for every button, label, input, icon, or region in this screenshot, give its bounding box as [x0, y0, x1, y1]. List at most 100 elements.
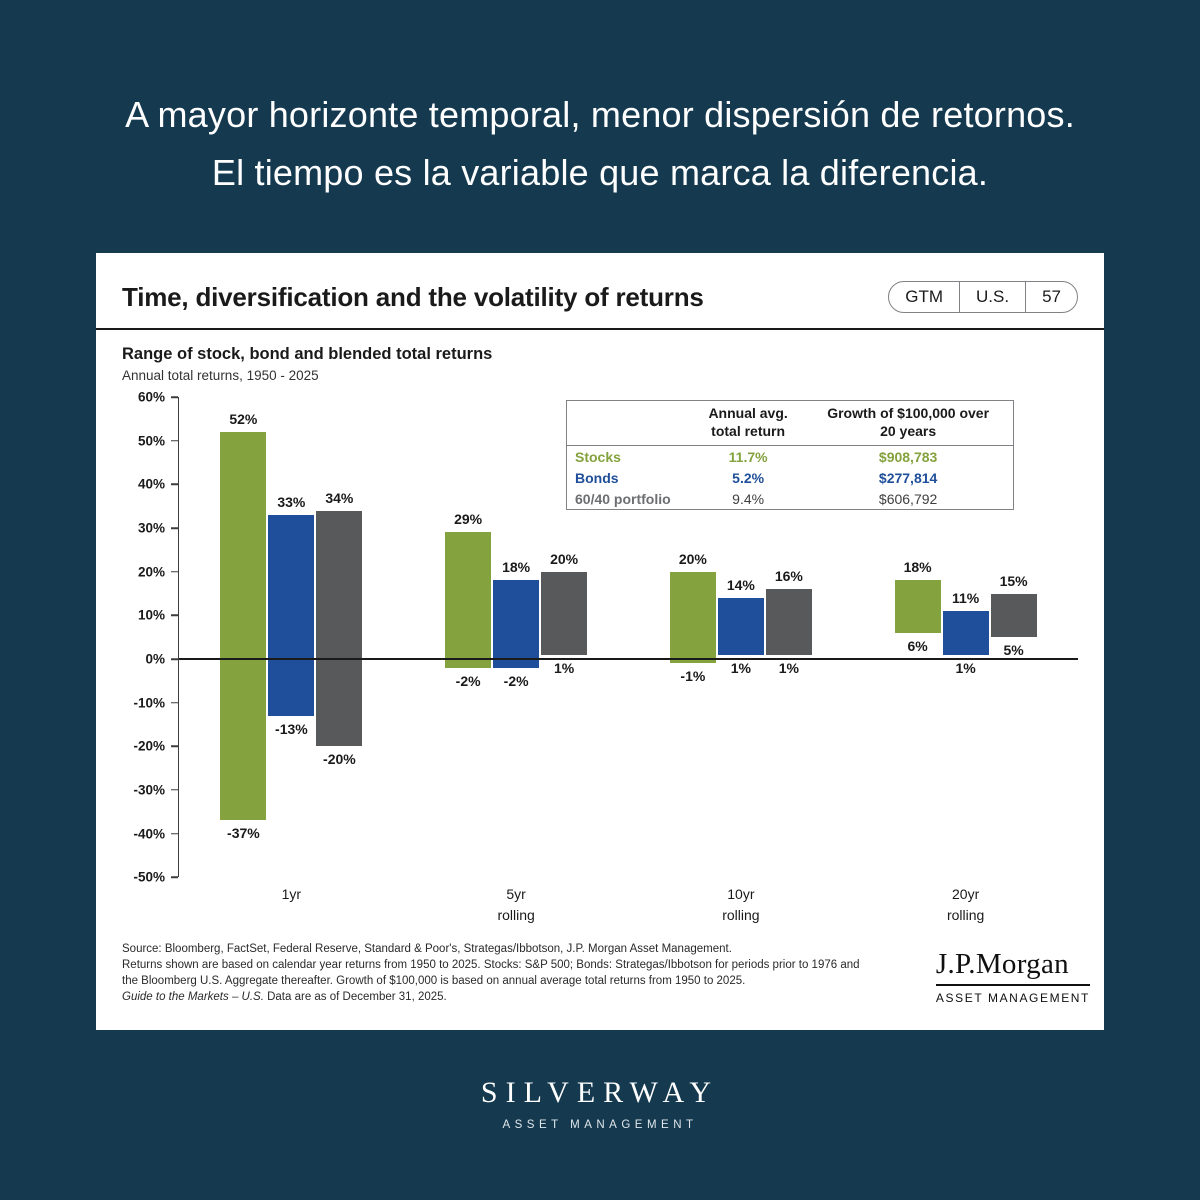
- bar-slot: 52% -37%: [220, 397, 267, 877]
- card-header: Time, diversification and the volatility…: [96, 253, 1104, 331]
- stats-row-label: Bonds: [575, 469, 619, 486]
- gtm-badge-gtm: GTM: [905, 287, 944, 307]
- bar-bonds: [717, 597, 764, 655]
- card-footer: Source: Bloomberg, FactSet, Federal Rese…: [96, 926, 1104, 1029]
- silverway-wordmark: SILVERWAY: [480, 1075, 720, 1109]
- y-tick-mark: [171, 832, 178, 835]
- bar-max-label: 52%: [229, 411, 258, 428]
- y-tick-mark: [171, 701, 178, 704]
- headline-line-2: El tiempo es la variable que marca la di…: [211, 151, 989, 193]
- stats-header-avg: Annual avg. total return: [693, 401, 804, 447]
- bar-min-label: 6%: [907, 637, 928, 654]
- bar-slot: 18% -2%: [493, 397, 540, 877]
- bar-60-40-portfolio: [765, 589, 812, 655]
- bar-min-label: -37%: [227, 825, 260, 842]
- bar-slot: 16% 1%: [765, 397, 812, 877]
- y-tick-label: 30%: [137, 520, 165, 536]
- bar-slot: 20% -1%: [669, 397, 716, 877]
- x-axis-labels: 1yr 5yr rolling 10yr rolling 20yr rolling: [179, 884, 1078, 926]
- jpmorgan-logo-subtitle: ASSET MANAGEMENT: [935, 990, 1090, 1005]
- x-axis-label: 20yr rolling: [946, 886, 985, 924]
- x-axis-label: 5yr rolling: [497, 886, 535, 924]
- bar-group-20yr-rolling: 18% 6% 11% 1% 15% 5%: [853, 397, 1078, 877]
- y-tick-mark: [171, 745, 178, 748]
- jpmorgan-wordmark: J.P.Morgan: [935, 948, 1069, 981]
- bar-groups: 52% -37% 33% -13% 34% -20% 29% -2% 18% -2% 20% 1% 20…: [179, 397, 1078, 877]
- y-tick-mark: [171, 527, 178, 529]
- y-tick-label: 60%: [137, 389, 165, 405]
- bar-group-5yr-rolling: 29% -2% 18% -2% 20% 1%: [404, 397, 629, 877]
- stats-row-60-40-portfolio: 60/40 portfolio 9.4% $606,792: [567, 488, 1013, 509]
- bar-max-label: 14%: [726, 576, 755, 593]
- bar-max-label: 20%: [550, 550, 579, 567]
- silverway-logo-subtitle: ASSET MANAGEMENT: [502, 1118, 698, 1131]
- stats-header-growth-line1: Growth of $100,000 over: [827, 405, 990, 422]
- bar-bonds: [493, 580, 540, 668]
- stats-row-growth: $277,814: [878, 469, 938, 486]
- bar-min-label: 1%: [554, 659, 575, 676]
- source-line-4-rest: Data are as of December 31, 2025.: [263, 990, 447, 1003]
- bar-stocks: [220, 432, 267, 821]
- bar-max-label: 33%: [277, 494, 306, 510]
- source-line-3: the Bloomberg U.S. Aggregate thereafter.…: [122, 974, 746, 987]
- bar-chart: 60% 50% 40% 30% 20% 10% 0% -10% -20% -30% -40% -50%…: [96, 383, 1104, 885]
- y-tick-label: 50%: [137, 433, 165, 449]
- y-tick-label: 0%: [145, 651, 165, 667]
- jpmorgan-logo-rule: [935, 984, 1090, 986]
- source-line-4: Guide to the Markets – U.S. Data are as …: [122, 990, 922, 1006]
- chart-subtitle-block: Range of stock, bond and blended total r…: [96, 330, 1104, 383]
- bar-slot: 11% 1%: [942, 397, 989, 877]
- y-tick-label: -10%: [133, 695, 165, 711]
- jpmorgan-logo: J.P.Morgan ASSET MANAGEMENT: [935, 948, 1090, 1005]
- bar-60-40-portfolio: [990, 593, 1037, 638]
- source-line-2: Returns shown are based on calendar year…: [122, 959, 860, 972]
- bar-max-label: 29%: [454, 511, 483, 528]
- stats-corner-cell: [567, 401, 693, 447]
- silverway-logo: SILVERWAY ASSET MANAGEMENT: [0, 1076, 1200, 1131]
- y-tick-mark: [171, 876, 178, 878]
- bar-min-label: 1%: [730, 659, 751, 676]
- bar-stocks: [669, 571, 716, 664]
- stats-header-row: Annual avg. total return Growth of $100,…: [567, 401, 1013, 447]
- bar-max-label: 11%: [952, 590, 980, 606]
- headline-line-1: A mayor horizonte temporal, menor disper…: [125, 94, 1075, 135]
- stats-table-grid: Annual avg. total return Growth of $100,…: [567, 401, 1013, 509]
- bar-60-40-portfolio: [541, 571, 588, 655]
- y-tick-label: -20%: [133, 738, 165, 754]
- y-axis: 60% 50% 40% 30% 20% 10% 0% -10% -20% -30% -40% -50%: [122, 390, 178, 885]
- plot-area: 52% -37% 33% -13% 34% -20% 29% -2% 18% -2% 20% 1% 20…: [178, 397, 1078, 878]
- gtm-badge-page-number: 57: [1025, 282, 1077, 313]
- stats-row-bonds: Bonds 5.2% $277,814: [567, 467, 1013, 488]
- stats-row-avg-return: 5.2%: [732, 469, 765, 486]
- bar-max-label: 15%: [999, 572, 1028, 589]
- bar-slot: 15% 5%: [990, 397, 1037, 877]
- source-line-4-italic: Guide to the Markets – U.S.: [122, 990, 264, 1003]
- y-tick-label: -50%: [133, 869, 165, 885]
- y-tick-mark: [171, 396, 178, 398]
- stats-row-label: Stocks: [575, 448, 621, 465]
- bar-bonds: [942, 611, 989, 655]
- y-tick-label: 40%: [137, 476, 165, 492]
- stats-header-avg-line1: Annual avg.: [708, 405, 788, 422]
- gtm-badge: GTM U.S. 57: [888, 281, 1078, 314]
- y-tick-mark: [171, 658, 178, 660]
- source-line-1: Source: Bloomberg, FactSet, Federal Rese…: [122, 943, 732, 956]
- bar-min-label: -20%: [323, 751, 356, 768]
- y-tick-mark: [171, 440, 178, 442]
- stats-header-growth: Growth of $100,000 over 20 years: [803, 401, 1013, 447]
- y-tick-label: 20%: [137, 564, 165, 580]
- source-note: Source: Bloomberg, FactSet, Federal Rese…: [122, 942, 922, 1005]
- x-axis-label: 1yr: [281, 886, 302, 903]
- bar-min-label: -13%: [275, 720, 308, 737]
- bar-max-label: 34%: [325, 489, 354, 506]
- stats-row-label: 60/40 portfolio: [575, 490, 671, 507]
- bar-max-label: 20%: [678, 550, 707, 567]
- bar-slot: 33% -13%: [268, 397, 315, 877]
- chart-card: Time, diversification and the volatility…: [96, 253, 1104, 1030]
- y-tick-label: 10%: [137, 607, 165, 623]
- stats-row-avg-return: 9.4%: [732, 490, 765, 507]
- bar-max-label: 16%: [774, 568, 803, 585]
- x-axis-label: 10yr rolling: [722, 886, 760, 924]
- gtm-badge-region: U.S.: [959, 282, 1025, 313]
